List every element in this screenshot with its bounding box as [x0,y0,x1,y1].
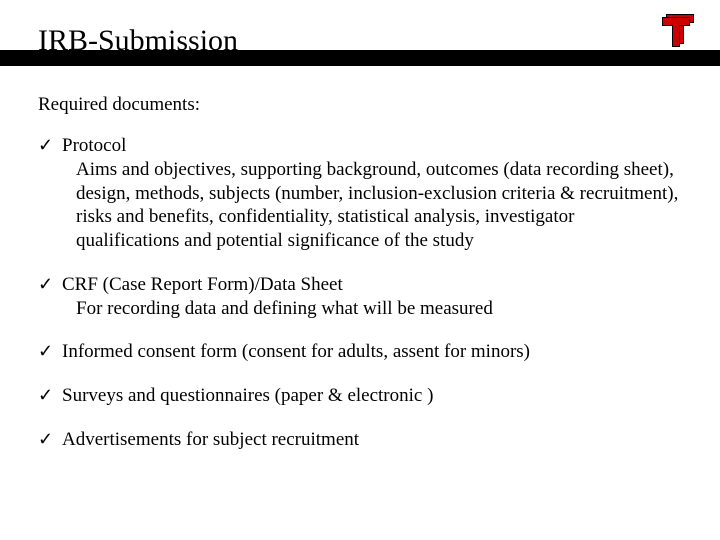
page-title: IRB-Submission [0,12,238,58]
item-desc: For recording data and defining what wil… [62,297,682,321]
checkmark-icon: ✓ [38,384,53,407]
list-item: ✓ Protocol Aims and objectives, supporti… [38,134,682,253]
checkmark-icon: ✓ [38,134,53,157]
item-title: Advertisements for subject recruitment [62,428,682,452]
list-item: ✓ Advertisements for subject recruitment [38,428,682,452]
content-area: Required documents: ✓ Protocol Aims and … [0,70,720,452]
checkmark-icon: ✓ [38,428,53,451]
item-title: Surveys and questionnaires (paper & elec… [62,384,682,408]
item-title: Informed consent form (consent for adult… [62,340,682,364]
item-title: CRF (Case Report Form)/Data Sheet [62,273,682,297]
checkmark-icon: ✓ [38,273,53,296]
list-item: ✓ CRF (Case Report Form)/Data Sheet For … [38,273,682,321]
list-item: ✓ Informed consent form (consent for adu… [38,340,682,364]
slide: IRB-Submission Required [0,0,720,540]
title-bar: IRB-Submission [0,0,720,70]
double-t-logo-icon [658,8,702,52]
item-desc: Aims and objectives, supporting backgrou… [62,158,682,253]
subtitle: Required documents: [38,94,682,116]
list-item: ✓ Surveys and questionnaires (paper & el… [38,384,682,408]
checkmark-icon: ✓ [38,340,53,363]
item-title: Protocol [62,134,682,158]
checklist: ✓ Protocol Aims and objectives, supporti… [38,134,682,452]
